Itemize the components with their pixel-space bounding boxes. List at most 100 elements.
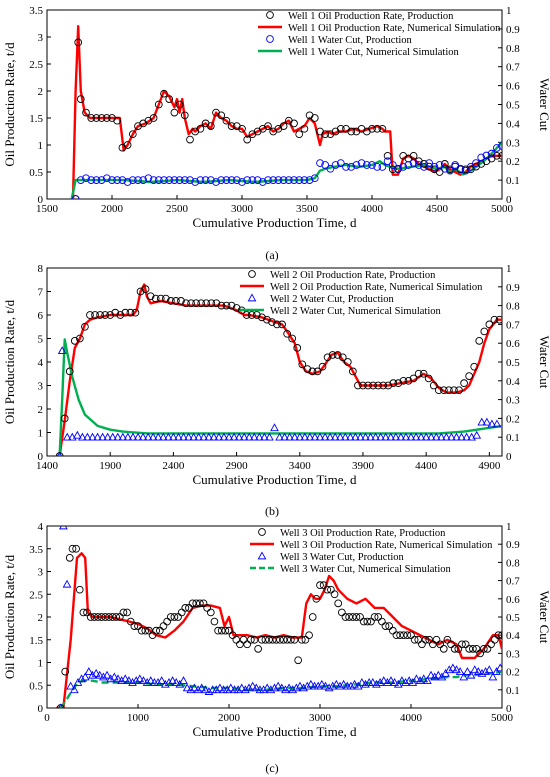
series-0-point	[341, 613, 350, 621]
y2-tick-label: 0.6	[506, 338, 520, 350]
series-2	[57, 346, 502, 456]
series-2-point	[412, 674, 421, 683]
series-0-point	[364, 381, 372, 390]
series-0-point	[384, 381, 393, 390]
series-0-point	[113, 116, 122, 125]
series-0-point	[217, 626, 226, 635]
series-2-point	[426, 432, 436, 441]
series-2-point	[386, 676, 396, 685]
series-2-point	[164, 677, 174, 686]
series-0-point	[87, 114, 96, 122]
series-0-point	[152, 626, 161, 635]
series-2-point	[444, 665, 454, 674]
y-axis-label: Oil Production Rate, t/d	[2, 299, 17, 424]
series-0-point	[86, 613, 95, 621]
series-0-point	[389, 379, 398, 388]
series-0-point	[186, 135, 194, 144]
series-0-point	[498, 151, 502, 160]
legend-label: Well 3 Oil Production Rate, Numerical Si…	[280, 540, 493, 551]
series-2-point	[113, 432, 123, 441]
legend-label: Well 1 Oil Production Rate, Production	[288, 11, 454, 22]
series-0-point	[60, 414, 69, 423]
y2-tick-label: 0	[506, 194, 512, 206]
series-2-point	[226, 683, 236, 692]
series-2-point	[404, 676, 414, 685]
chart-panel-b: 1400 1900 2400 2900 3400 3900 4400 4900 0 1 2 3 4 5 6 7…	[2, 263, 550, 487]
y2-tick-label: 0.4	[506, 118, 520, 130]
series-0-point	[263, 315, 271, 324]
series-2-point	[447, 432, 456, 441]
series-2-point	[472, 159, 480, 167]
series-0-point	[131, 308, 140, 317]
series-2-point	[142, 677, 152, 686]
legend-marker-2	[247, 293, 257, 302]
series-2-point	[84, 667, 94, 675]
x-tick-label: 3500	[296, 203, 319, 215]
series-2-point	[335, 681, 345, 690]
series-2-point	[346, 681, 356, 690]
series-0-point	[177, 608, 186, 617]
series-2-point	[113, 176, 122, 184]
series-0-point	[303, 365, 312, 373]
y-tick-label: 0	[38, 194, 44, 206]
legend-entry: Well 2 Oil Production Rate, Production	[248, 270, 436, 281]
series-0-point	[278, 320, 286, 329]
series-0-point	[283, 329, 291, 338]
series-0-point	[91, 311, 99, 319]
y2-tick-label: 0.5	[506, 100, 520, 112]
series-0-point	[305, 631, 313, 640]
series-2-point	[462, 432, 471, 441]
series-2-point	[430, 672, 440, 681]
series-2-point	[262, 683, 272, 692]
series-2-point	[97, 176, 106, 184]
series-2-point	[168, 676, 177, 685]
series-0-point	[232, 304, 241, 312]
y2-tick-label: 0.9	[506, 24, 520, 36]
series-2-point	[239, 432, 249, 441]
y2-tick-label: 0.1	[506, 175, 520, 187]
series-0-point	[254, 644, 262, 653]
series-2-point	[59, 526, 68, 530]
y2-tick-label: 0.4	[506, 376, 520, 388]
y2-tick-label: 0.9	[506, 539, 520, 551]
series-2-point	[227, 176, 236, 184]
series-2-point	[78, 432, 87, 441]
series-0-point	[323, 353, 332, 362]
series-2-point	[165, 176, 174, 184]
series-2-point	[253, 176, 262, 184]
x-axis-label: Cumulative Production Time, d	[193, 215, 357, 230]
series-0-point	[313, 367, 322, 376]
y-axis-label: Oil Production Rate, t/d	[2, 554, 17, 679]
series-0-point	[374, 381, 382, 390]
series-0-point	[334, 599, 343, 608]
series-0-point	[321, 130, 330, 139]
series-2-point	[170, 176, 179, 184]
series-2-point	[248, 176, 257, 184]
x-tick-label: 2900	[226, 460, 249, 472]
series-2-point	[316, 159, 324, 167]
series-2-point	[481, 667, 490, 675]
series-2-point	[175, 176, 184, 184]
series-2-point	[146, 676, 156, 685]
y-tick-label: 3	[38, 567, 44, 579]
series-0-point	[268, 635, 277, 644]
series-0-point	[294, 656, 303, 665]
series-2-point	[394, 164, 402, 173]
series-2-point	[69, 685, 79, 694]
series-0-point	[469, 644, 477, 653]
series-2-point	[332, 679, 341, 688]
series-0-point	[227, 122, 236, 130]
legend-marker-2	[257, 551, 267, 560]
series-2-point	[222, 176, 231, 184]
y2-tick-label: 0.4	[506, 630, 520, 642]
series-2-point	[325, 432, 335, 441]
series-2-point	[196, 176, 205, 184]
series-2-point	[492, 144, 501, 152]
y2-tick-label: 0.3	[506, 648, 520, 660]
series-0-point	[212, 299, 221, 308]
series-2-point	[128, 176, 137, 184]
series-2-point	[328, 681, 338, 690]
y2-tick-label: 0.8	[506, 43, 520, 55]
series-0-point	[72, 544, 80, 553]
series-2-point	[224, 432, 234, 441]
